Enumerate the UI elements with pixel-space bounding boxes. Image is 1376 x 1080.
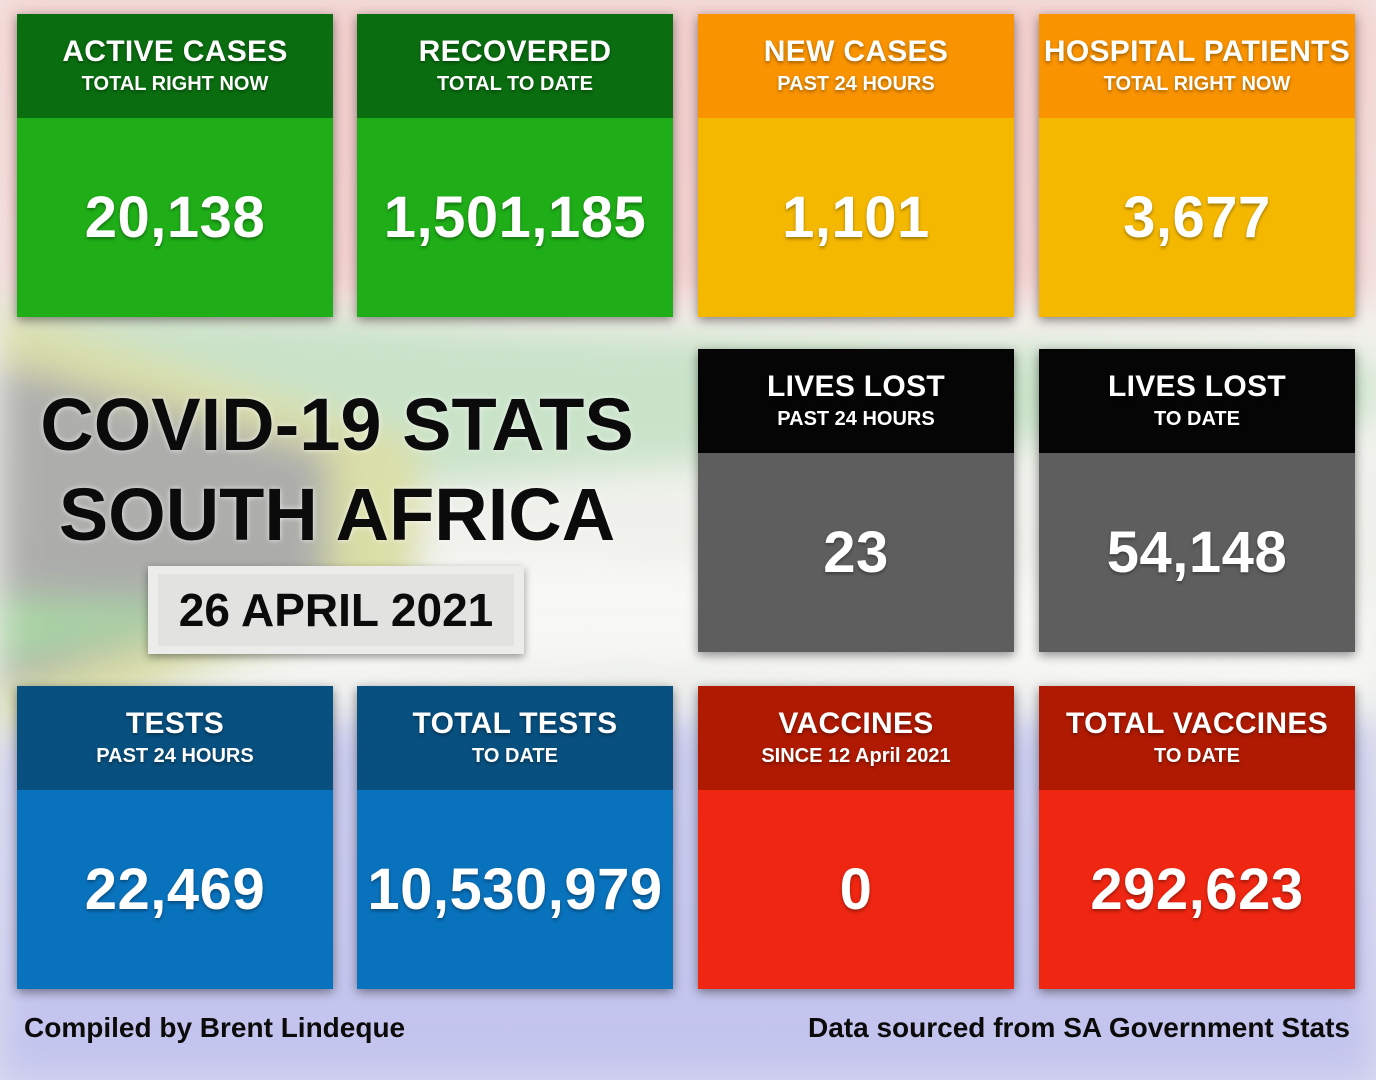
total-tests-card: TOTAL TESTS TO DATE 10,530,979 <box>357 686 673 989</box>
card-header: ACTIVE CASES TOTAL RIGHT NOW <box>17 14 333 118</box>
card-title: TOTAL TESTS <box>412 707 618 740</box>
vaccines-card: VACCINES SINCE 12 April 2021 0 <box>698 686 1014 989</box>
tests-24h-card: TESTS PAST 24 HOURS 22,469 <box>17 686 333 989</box>
total-vaccines-card: TOTAL VACCINES TO DATE 292,623 <box>1039 686 1355 989</box>
card-title: NEW CASES <box>763 35 949 68</box>
recovered-card: RECOVERED TOTAL TO DATE 1,501,185 <box>357 14 673 317</box>
card-header: LIVES LOST TO DATE <box>1039 349 1355 453</box>
card-subtitle: PAST 24 HOURS <box>777 408 935 430</box>
card-subtitle: PAST 24 HOURS <box>96 745 254 767</box>
card-value: 23 <box>698 453 1014 652</box>
card-title: ACTIVE CASES <box>62 35 288 68</box>
card-title: RECOVERED <box>418 35 612 68</box>
card-subtitle: TOTAL RIGHT NOW <box>81 73 269 95</box>
date-badge: 26 APRIL 2021 <box>148 566 524 654</box>
card-value: 1,101 <box>698 118 1014 317</box>
card-header: TOTAL VACCINES TO DATE <box>1039 686 1355 790</box>
card-subtitle: TOTAL TO DATE <box>437 73 593 95</box>
card-header: TESTS PAST 24 HOURS <box>17 686 333 790</box>
card-value: 3,677 <box>1039 118 1355 317</box>
card-value: 1,501,185 <box>357 118 673 317</box>
lives-lost-total-card: LIVES LOST TO DATE 54,148 <box>1039 349 1355 652</box>
card-subtitle: SINCE 12 April 2021 <box>761 745 951 767</box>
title-line-1: COVID-19 STATS <box>40 383 634 466</box>
card-subtitle: TOTAL RIGHT NOW <box>1103 73 1291 95</box>
card-title: TOTAL VACCINES <box>1066 707 1328 740</box>
hospital-patients-card: HOSPITAL PATIENTS TOTAL RIGHT NOW 3,677 <box>1039 14 1355 317</box>
card-header: RECOVERED TOTAL TO DATE <box>357 14 673 118</box>
card-value: 292,623 <box>1039 790 1355 989</box>
lives-lost-24h-card: LIVES LOST PAST 24 HOURS 23 <box>698 349 1014 652</box>
footer-source: Data sourced from SA Government Stats <box>808 1012 1350 1043</box>
card-subtitle: PAST 24 HOURS <box>777 73 935 95</box>
card-header: NEW CASES PAST 24 HOURS <box>698 14 1014 118</box>
card-header: VACCINES SINCE 12 April 2021 <box>698 686 1014 790</box>
card-value: 22,469 <box>17 790 333 989</box>
page-title: COVID-19 STATS SOUTH AFRICA <box>22 380 652 560</box>
card-header: LIVES LOST PAST 24 HOURS <box>698 349 1014 453</box>
card-subtitle: TO DATE <box>1154 408 1240 430</box>
footer-credit: Compiled by Brent Lindeque <box>24 1012 406 1043</box>
card-subtitle: TO DATE <box>472 745 558 767</box>
card-title: HOSPITAL PATIENTS <box>1043 35 1351 68</box>
active-cases-card: ACTIVE CASES TOTAL RIGHT NOW 20,138 <box>17 14 333 317</box>
new-cases-card: NEW CASES PAST 24 HOURS 1,101 <box>698 14 1014 317</box>
card-title: LIVES LOST <box>1107 370 1287 403</box>
card-title: VACCINES <box>778 707 934 740</box>
card-title: LIVES LOST <box>766 370 946 403</box>
title-line-2: SOUTH AFRICA <box>58 473 616 556</box>
card-header: HOSPITAL PATIENTS TOTAL RIGHT NOW <box>1039 14 1355 118</box>
card-title: TESTS <box>125 707 225 740</box>
card-value: 54,148 <box>1039 453 1355 652</box>
card-value: 0 <box>698 790 1014 989</box>
card-value: 10,530,979 <box>357 790 673 989</box>
card-value: 20,138 <box>17 118 333 317</box>
card-subtitle: TO DATE <box>1154 745 1240 767</box>
card-header: TOTAL TESTS TO DATE <box>357 686 673 790</box>
date-text: 26 APRIL 2021 <box>158 574 514 646</box>
